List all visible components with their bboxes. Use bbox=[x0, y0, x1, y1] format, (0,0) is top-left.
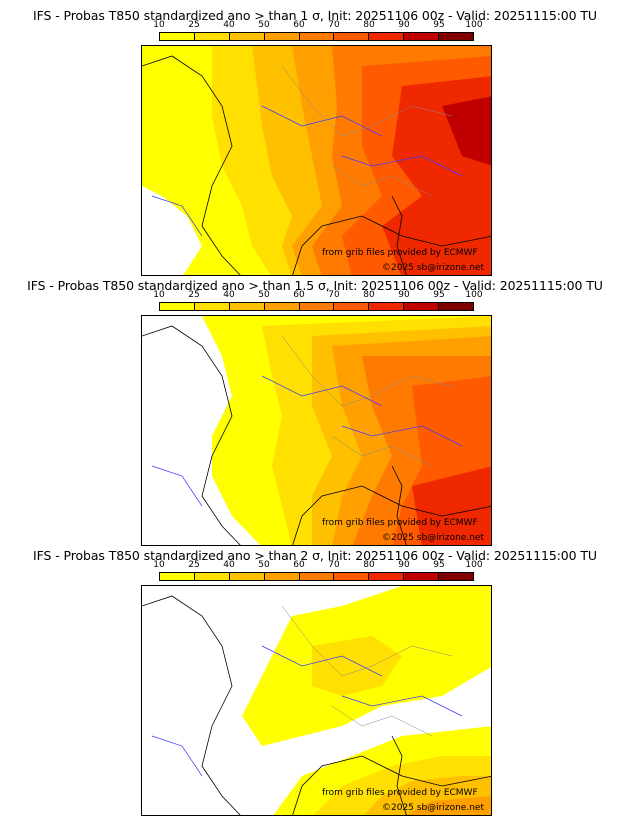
credit-copyright: ©2025 sb@irizone.net bbox=[382, 803, 484, 813]
colorbar-tick: 70 bbox=[328, 560, 340, 570]
colorbar-segment bbox=[439, 573, 474, 580]
colorbar-segment bbox=[404, 33, 440, 40]
colorbar-segment bbox=[229, 33, 265, 40]
colorbar-tick: 10 bbox=[153, 20, 165, 30]
colorbar-tick: 50 bbox=[258, 560, 270, 570]
panel-title: IFS - Probas T850 standardized ano > tha… bbox=[27, 278, 603, 293]
colorbar-tick: 10 bbox=[153, 560, 165, 570]
coastlines bbox=[142, 595, 491, 815]
colorbar bbox=[159, 302, 474, 311]
colorbar-tick: 100 bbox=[465, 290, 483, 300]
colorbar-segment bbox=[229, 573, 265, 580]
coastlines bbox=[142, 55, 491, 275]
map-canvas bbox=[142, 316, 491, 545]
credit-source: from grib files provided by ECMWF bbox=[322, 248, 478, 258]
rivers bbox=[151, 105, 463, 237]
colorbar-segment bbox=[264, 303, 300, 310]
colorbar-segment bbox=[160, 303, 195, 310]
colorbar-tick: 50 bbox=[258, 20, 270, 30]
colorbar-tick: 25 bbox=[188, 560, 200, 570]
colorbar-tick-labels: 10 25 40 50 60 70 80 90 95 100 bbox=[153, 20, 482, 32]
credit-source: from grib files provided by ECMWF bbox=[322, 788, 478, 798]
colorbar-segment bbox=[334, 573, 370, 580]
prob-field-50 bbox=[405, 796, 491, 815]
colorbar-tick: 60 bbox=[293, 20, 305, 30]
colorbar-tick: 40 bbox=[223, 290, 235, 300]
colorbar-segment bbox=[264, 573, 300, 580]
colorbar-tick-labels: 10 25 40 50 60 70 80 90 95 100 bbox=[153, 290, 482, 302]
panel-title: IFS - Probas T850 standardized ano > tha… bbox=[33, 548, 597, 563]
rivers bbox=[151, 375, 463, 507]
colorbar-tick: 90 bbox=[398, 20, 410, 30]
colorbar-segment bbox=[194, 33, 230, 40]
probability-map: from grib files provided by ECMWF ©2025 … bbox=[141, 45, 492, 276]
colorbar-segment bbox=[229, 303, 265, 310]
colorbar-tick: 25 bbox=[188, 20, 200, 30]
colorbar-segment bbox=[369, 33, 405, 40]
colorbar-tick-labels: 10 25 40 50 60 70 80 90 95 100 bbox=[153, 560, 482, 572]
probability-map: from grib files provided by ECMWF ©2025 … bbox=[141, 315, 492, 546]
colorbar bbox=[159, 32, 474, 41]
colorbar-tick: 90 bbox=[398, 290, 410, 300]
colorbar-tick: 60 bbox=[293, 290, 305, 300]
map-canvas bbox=[142, 586, 491, 815]
colorbar-tick: 90 bbox=[398, 560, 410, 570]
prob-field-25 bbox=[312, 636, 402, 696]
prob-field-90 bbox=[442, 96, 491, 166]
colorbar-segment bbox=[160, 573, 195, 580]
map-canvas bbox=[142, 46, 491, 275]
colorbar-tick: 80 bbox=[363, 20, 375, 30]
colorbar-segment bbox=[299, 573, 335, 580]
no-data-region bbox=[142, 186, 202, 275]
map-panel-2sigma: IFS - Probas T850 standardized ano > tha… bbox=[0, 548, 630, 820]
colorbar-tick: 70 bbox=[328, 20, 340, 30]
panel-title: IFS - Probas T850 standardized ano > tha… bbox=[33, 8, 597, 23]
colorbar-tick: 10 bbox=[153, 290, 165, 300]
coastlines bbox=[142, 325, 491, 545]
rivers bbox=[151, 645, 463, 777]
colorbar-segment bbox=[369, 573, 405, 580]
colorbar-tick: 95 bbox=[433, 560, 445, 570]
borders bbox=[281, 65, 453, 197]
colorbar-segment bbox=[439, 303, 474, 310]
credit-source: from grib files provided by ECMWF bbox=[322, 518, 478, 528]
credit-copyright: ©2025 sb@irizone.net bbox=[382, 263, 484, 273]
prob-field-80 bbox=[412, 466, 491, 545]
colorbar-segment bbox=[160, 33, 195, 40]
map-panel-1sigma: IFS - Probas T850 standardized ano > tha… bbox=[0, 8, 630, 280]
colorbar-segment bbox=[194, 303, 230, 310]
colorbar-tick: 25 bbox=[188, 290, 200, 300]
colorbar-tick: 40 bbox=[223, 560, 235, 570]
colorbar-tick: 95 bbox=[433, 290, 445, 300]
colorbar-segment bbox=[334, 303, 370, 310]
colorbar-segment bbox=[334, 33, 370, 40]
colorbar-segment bbox=[299, 303, 335, 310]
probability-map: from grib files provided by ECMWF ©2025 … bbox=[141, 585, 492, 816]
map-panel-1-5sigma: IFS - Probas T850 standardized ano > tha… bbox=[0, 278, 630, 550]
colorbar-tick: 100 bbox=[465, 560, 483, 570]
colorbar-tick: 100 bbox=[465, 20, 483, 30]
colorbar-segment bbox=[299, 33, 335, 40]
colorbar-segment bbox=[264, 33, 300, 40]
colorbar-segment bbox=[404, 303, 440, 310]
borders bbox=[281, 605, 453, 737]
colorbar-tick: 40 bbox=[223, 20, 235, 30]
borders bbox=[281, 335, 453, 467]
colorbar-tick: 60 bbox=[293, 560, 305, 570]
colorbar-segment bbox=[404, 573, 440, 580]
colorbar-tick: 70 bbox=[328, 290, 340, 300]
colorbar-segment bbox=[439, 33, 474, 40]
colorbar-tick: 50 bbox=[258, 290, 270, 300]
colorbar bbox=[159, 572, 474, 581]
colorbar-tick: 95 bbox=[433, 20, 445, 30]
colorbar-tick: 80 bbox=[363, 290, 375, 300]
colorbar-tick: 80 bbox=[363, 560, 375, 570]
colorbar-segment bbox=[194, 573, 230, 580]
credit-copyright: ©2025 sb@irizone.net bbox=[382, 533, 484, 543]
colorbar-segment bbox=[369, 303, 405, 310]
